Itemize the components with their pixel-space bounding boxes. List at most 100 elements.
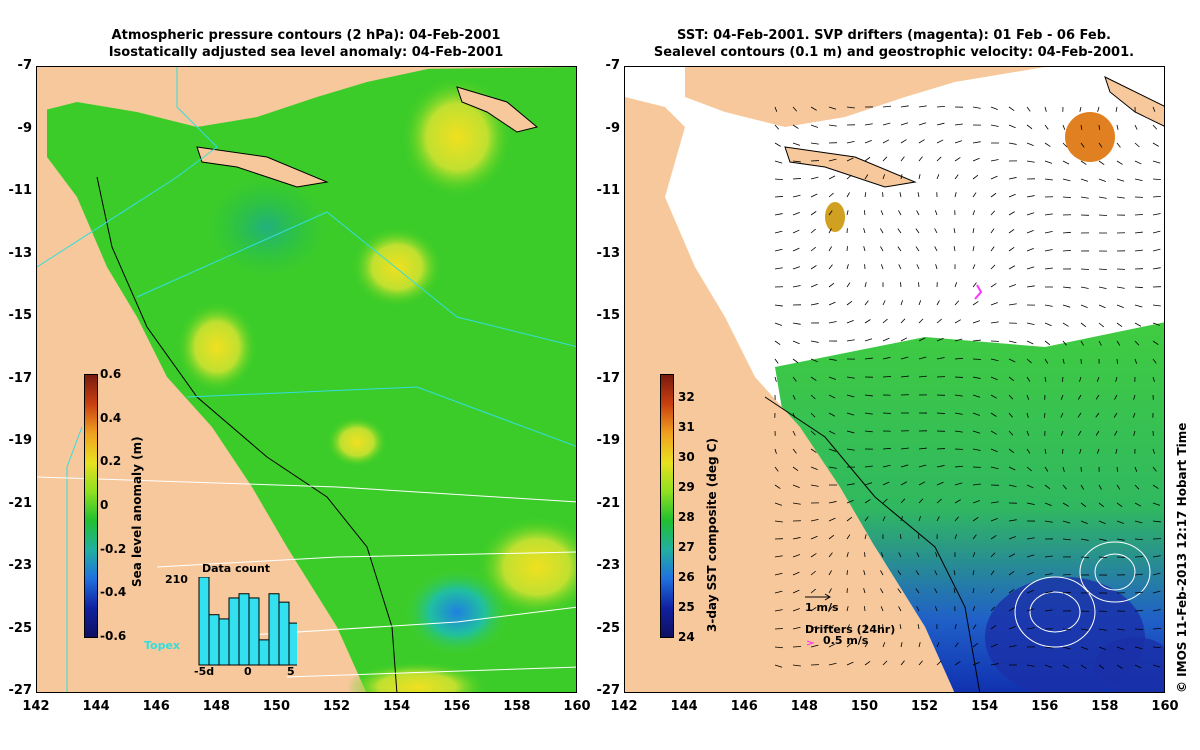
velocity-arrow [792,484,800,489]
velocity-arrow [936,139,944,144]
velocity-arrow [972,588,975,594]
velocity-arrow [1008,124,1016,129]
velocity-arrow [1060,394,1064,400]
velocity-arrow [1152,267,1161,270]
velocity-arrow [1152,358,1157,364]
velocity-arrow [1152,340,1159,345]
velocity-arrow [1026,412,1029,418]
velocity-arrow [863,228,866,234]
velocity-arrow [1116,664,1123,669]
velocity-arrow [810,644,819,648]
velocity-arrow [1116,196,1125,199]
velocity-arrow [880,570,884,576]
inset-bar [238,593,250,666]
velocity-arrow [1134,124,1138,130]
velocity-arrow [792,178,801,180]
velocity-arrow [828,175,836,180]
right-title-line2: Sealevel contours (0.1 m) and geostrophi… [653,45,1135,60]
velocity-arrow [828,376,836,380]
velocity-arrow [936,300,940,306]
sst-colorbar-label: 3-day SST composite (deg C) [705,437,719,632]
right-title-line1: SST: 04-Feb-2001. SVP drifters (magenta)… [677,28,1111,43]
velocity-arrow [1062,304,1071,308]
velocity-arrow [990,394,997,399]
velocity-arrow [1044,231,1053,234]
velocity-arrow [1152,502,1161,506]
velocity-arrow [1116,178,1125,182]
velocity-arrow [918,300,922,306]
velocity-arrow [1044,448,1047,454]
velocity-arrow [916,264,920,270]
velocity-arrow [1152,304,1161,307]
velocity-arrow [882,642,886,648]
velocity-arrow [1134,160,1142,165]
velocity-arrow [1043,412,1046,418]
lon-tick-label: 152 [322,699,351,714]
velocity-arrow [954,516,959,522]
velocity-arrow [828,517,836,522]
velocity-arrow [972,661,980,666]
velocity-arrow [936,357,945,360]
velocity-arrow [882,516,886,522]
velocity-arrow [1062,196,1071,199]
velocity-arrow [972,210,976,216]
velocity-arrow [864,642,869,648]
lat-tick-label: -19 [8,433,33,448]
sea-level-map: 0.6 0.4 0.2 0 -0.2 -0.4 -0.6 Sea level anomaly… [36,66,577,693]
velocity-arrow [972,141,981,144]
velocity-arrow [1116,502,1123,507]
velocity-arrow [792,340,800,345]
velocity-arrow [954,430,963,433]
velocity-arrow [864,319,871,324]
inset-bar [228,597,240,666]
velocity-arrow [1008,519,1017,522]
velocity-arrow [972,376,981,379]
velocity-arrow [1008,247,1015,252]
lat-tick-label: -9 [605,120,620,136]
velocity-arrow [1008,211,1015,216]
velocity-arrow [1077,394,1082,400]
colorbar-tick-label: 0.4 [100,410,122,425]
velocity-arrow [1008,484,1017,488]
island [196,146,329,188]
velocity-arrow [828,430,836,435]
velocity-arrow [1008,448,1015,454]
velocity-arrow [918,282,920,288]
velocity-arrow [1062,573,1071,576]
velocity-arrow [918,447,927,450]
velocity-arrow [1134,646,1143,650]
velocity-arrow [1044,609,1053,612]
velocity-arrow [1116,466,1119,472]
lon-tick-label: 158 [503,699,531,714]
velocity-arrow [954,123,963,126]
velocity-arrow [810,358,818,363]
lon-tick-label: 146 [142,699,170,714]
velocity-arrow [954,482,963,486]
velocity-arrow [774,248,783,252]
velocity-arrow [774,358,779,364]
lon-tick-label: 154 [383,699,411,714]
velocity-arrow [774,106,778,112]
velocity-arrow [1061,376,1064,382]
velocity-arrow [1062,142,1068,148]
velocity-arrow [1044,502,1052,507]
inset-ymax: 210 [165,573,188,586]
velocity-arrow [990,624,997,630]
topex-track [136,211,576,348]
velocity-arrow [972,282,977,288]
velocity-arrow [774,664,783,668]
velocity-arrow [1026,266,1035,270]
sst-map: 32 31 30 29 28 27 26 25 24 3-day SST composite (… [624,66,1165,693]
velocity-arrow [1098,178,1106,182]
velocity-arrow [1134,664,1142,669]
velocity-arrow [774,340,781,345]
inset-bar [268,593,280,666]
velocity-arrow [1152,609,1161,612]
velocity-arrow [1044,376,1047,382]
velocity-arrow [900,174,903,180]
velocity-arrow [918,498,924,504]
velocity-arrow [828,321,837,324]
inset-bars [198,577,297,666]
velocity-arrow [1008,588,1015,594]
velocity-arrow [1062,124,1066,130]
